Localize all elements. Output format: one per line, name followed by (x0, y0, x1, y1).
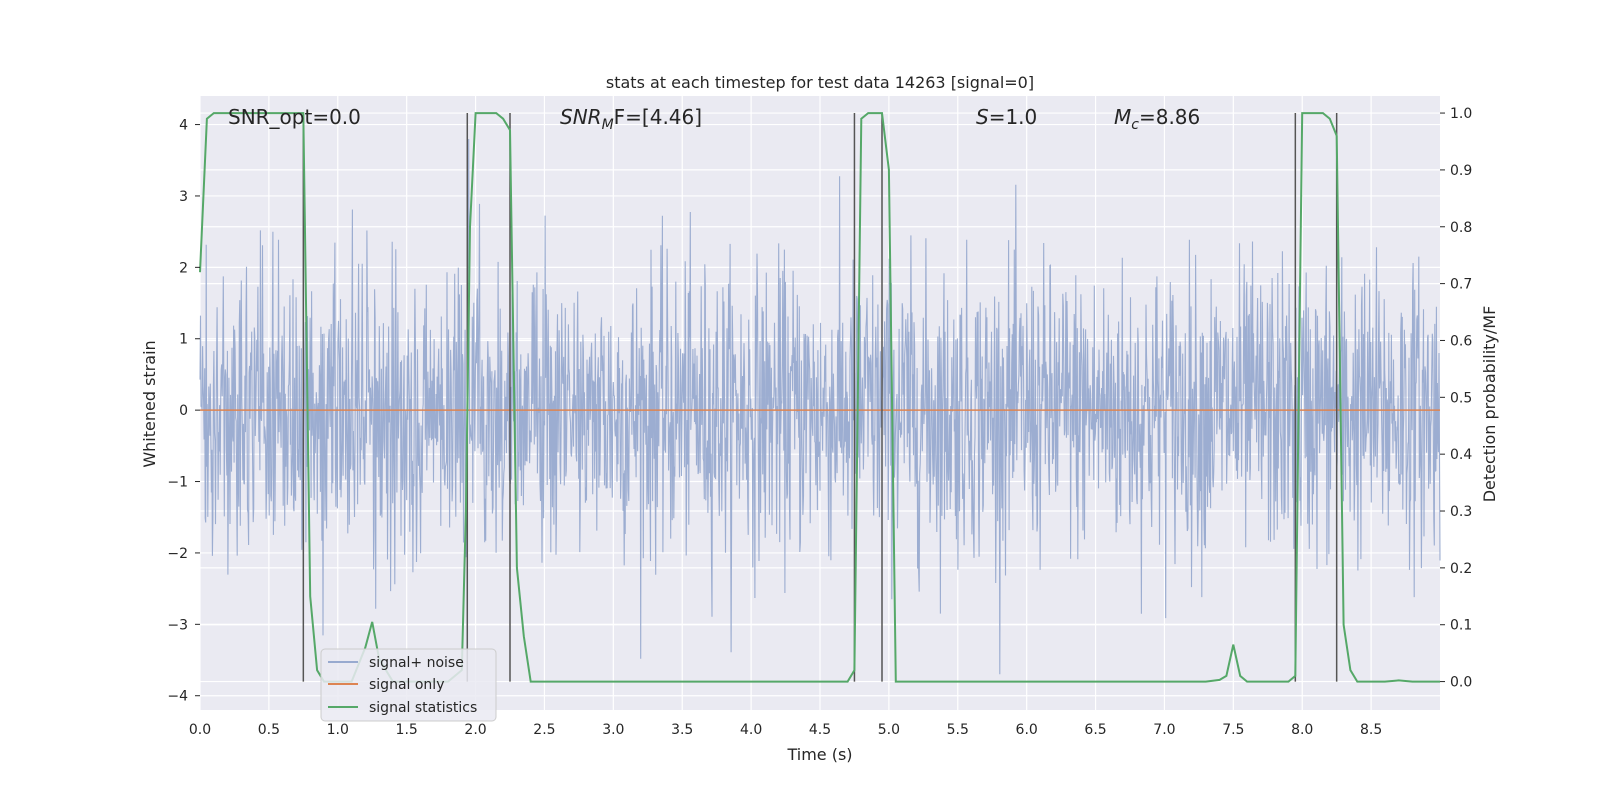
y-tick-label: −2 (167, 546, 188, 562)
y-tick-label: −1 (167, 475, 188, 491)
x-tick-label: 3.5 (671, 722, 693, 738)
y2-tick-label: 0.9 (1450, 163, 1472, 179)
snr-mf-rest: F=[4.46] (614, 105, 702, 129)
s-var: S (976, 105, 989, 129)
legend-box (320, 648, 497, 722)
y-tick-label: 2 (179, 260, 188, 276)
x-tick-label: 5.5 (947, 722, 969, 738)
annotation-snr-opt: SNR_opt=0.0 (228, 105, 361, 129)
x-tick-labels: 0.0 0.5 1.0 1.5 2.0 2.5 3.0 3.5 4.0 4.5 5.0 5.5 6.0 6… (189, 722, 1382, 738)
chart-title: stats at each timestep for test data 142… (606, 73, 1034, 92)
x-axis-label: Time (s) (786, 745, 852, 764)
x-tick-label: 7.0 (1153, 722, 1175, 738)
y2-tick-label: 0.2 (1450, 561, 1472, 577)
legend-label-noise: signal+ noise (369, 655, 464, 671)
x-tick-label: 0.0 (189, 722, 211, 738)
legend: signal+ noise signal only signal statist… (320, 648, 497, 722)
legend-label-signal: signal only (369, 677, 444, 693)
y2-tick-label: 0.1 (1450, 618, 1472, 634)
snr-mf-sub: M (602, 117, 614, 133)
x-tick-label: 8.5 (1360, 722, 1382, 738)
y2-tick-label: 0.7 (1450, 277, 1472, 293)
series-signal-noise (199, 138, 1441, 675)
legend-label-stats: signal statistics (369, 700, 477, 716)
mc-sub: c (1131, 117, 1139, 133)
y2-tick-label: 0.5 (1450, 390, 1472, 406)
x-tick-label: 4.5 (809, 722, 831, 738)
y2-tick-label: 0.0 (1450, 675, 1472, 691)
x-tick-label: 1.0 (327, 722, 349, 738)
x-tick-label: 4.0 (740, 722, 762, 738)
x-tick-label: 3.0 (602, 722, 624, 738)
snr-mf-main: SNR (560, 105, 602, 129)
annotation-s: S=1.0 (976, 105, 1037, 129)
x-tick-label: 6.5 (1084, 722, 1106, 738)
y2-tick-labels: 1.0 0.9 0.8 0.7 0.6 0.5 0.4 0.3 0.2 0.1 0.0 (1440, 106, 1472, 691)
y2-tick-label: 1.0 (1450, 106, 1472, 122)
y-tick-label: 0 (179, 403, 188, 419)
y-tick-label: −3 (167, 617, 188, 633)
mc-var: M (1114, 105, 1131, 129)
x-tick-label: 6.0 (1016, 722, 1038, 738)
noise-line (199, 138, 1441, 675)
x-tick-label: 5.0 (878, 722, 900, 738)
y2-tick-label: 0.3 (1450, 504, 1472, 520)
y-tick-label: −4 (167, 689, 188, 705)
mc-val: =8.86 (1139, 105, 1200, 129)
x-tick-label: 7.5 (1222, 722, 1244, 738)
y-tick-label: 3 (179, 189, 188, 205)
annotation-snr-mf: SNRMF=[4.46] (560, 105, 702, 133)
y-tick-label: 1 (179, 332, 188, 348)
y-tick-labels: 4 3 2 1 0 −1 −2 −3 −4 (167, 118, 200, 705)
y2-axis-label: Detection probability/MF (1480, 306, 1499, 503)
y-tick-label: 4 (179, 118, 188, 134)
x-tick-label: 2.5 (533, 722, 555, 738)
x-tick-label: 8.0 (1291, 722, 1313, 738)
y2-tick-label: 0.8 (1450, 220, 1472, 236)
x-tick-label: 0.5 (258, 722, 280, 738)
y-axis-label: Whitened strain (140, 340, 159, 467)
x-tick-label: 1.5 (396, 722, 418, 738)
y2-tick-label: 0.6 (1450, 333, 1472, 349)
y2-tick-label: 0.4 (1450, 447, 1472, 463)
annotation-mc: Mc=8.86 (1114, 105, 1200, 133)
s-val: =1.0 (989, 105, 1038, 129)
x-tick-label: 2.0 (464, 722, 486, 738)
